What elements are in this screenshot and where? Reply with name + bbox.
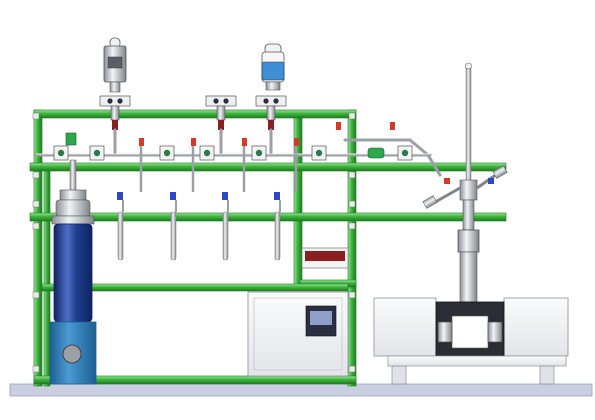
red-needle-valve: [139, 138, 144, 146]
frame-bracket: [32, 291, 40, 299]
furnace-base: [387, 355, 567, 367]
frame-bracket: [348, 112, 356, 120]
inline-filter-green: [367, 147, 385, 159]
red-needle-valve: [390, 122, 395, 130]
pressure-regulator-right: [255, 43, 287, 130]
frame-post-left: [33, 109, 43, 387]
valve-block: [53, 145, 69, 161]
cylinder-valve-stem: [69, 159, 77, 191]
frame-bracket: [348, 365, 356, 373]
frame-bracket: [348, 171, 356, 179]
sampling-tube: [222, 146, 246, 261]
gas-cylinder-assembly: [49, 159, 97, 385]
pressure-regulator-left: [99, 37, 131, 130]
reactor-column: [459, 251, 478, 303]
manifold-valves: [53, 122, 413, 161]
frame-bracket: [32, 365, 40, 373]
frame-lower-rail: [41, 283, 349, 292]
thermowell-rod: [465, 63, 472, 185]
floor-plate: [9, 383, 593, 397]
furnace-left-wing: [373, 297, 437, 357]
heater-display: [305, 251, 345, 261]
support-frame: [29, 109, 507, 387]
frame-post-right: [347, 109, 357, 387]
reactor-column-upper: [462, 199, 475, 231]
controller-screen: [310, 311, 332, 325]
side-arm-fitting: [492, 165, 508, 179]
red-needle-valve: [336, 122, 341, 130]
sampling-tube: [117, 146, 143, 261]
valve-block: [89, 145, 105, 161]
heater-panel: [301, 247, 349, 269]
sampling-tube: [170, 146, 195, 261]
controller-cabinet: [247, 291, 349, 377]
reactor-nut: [457, 229, 480, 253]
furnace-port-left: [437, 321, 453, 343]
frame-bracket: [32, 222, 40, 230]
top-valve-center: [205, 95, 237, 130]
furnace-right-wing: [503, 297, 569, 357]
frame-middle-rail: [29, 212, 507, 222]
sampling-tube: [274, 146, 298, 261]
side-valve-red: [444, 178, 450, 184]
red-needle-valve: [294, 138, 299, 146]
frame-bottom-rail: [33, 375, 357, 385]
valve-block: [397, 145, 413, 161]
valve-block: [199, 145, 215, 161]
frame-top-rail: [33, 109, 357, 119]
cylinder-neck: [55, 199, 91, 217]
frame-bracket: [32, 200, 40, 208]
furnace-chamber: [451, 315, 489, 349]
reactor-assembly: [422, 62, 508, 303]
side-valve-blue: [488, 178, 494, 184]
gas-cylinder-icon: [53, 223, 93, 323]
cylinder-collar: [51, 215, 95, 225]
reactor-cross: [459, 179, 478, 201]
cylinder-gauge: [62, 344, 82, 364]
frame-post-left-inner: [43, 169, 51, 387]
frame-bracket: [32, 171, 40, 179]
frame-bracket: [348, 222, 356, 230]
cylinder-head: [59, 189, 87, 201]
red-needle-valve: [191, 138, 196, 146]
frame-manifold-rail: [29, 162, 507, 172]
furnace-foot-right: [539, 365, 555, 385]
furnace-port-right: [487, 321, 503, 343]
furnace-foot-left: [391, 365, 407, 385]
valve-block: [311, 145, 327, 161]
frame-bracket: [32, 112, 40, 120]
tube-furnace: [373, 297, 569, 385]
valve-block: [159, 145, 175, 161]
valve-block: [251, 145, 267, 161]
frame-bracket: [348, 291, 356, 299]
green-valve: [65, 132, 77, 146]
sampling-tubes: [117, 146, 298, 261]
side-arm-fitting: [422, 195, 438, 209]
red-needle-valve: [242, 138, 247, 146]
frame-bracket: [348, 200, 356, 208]
